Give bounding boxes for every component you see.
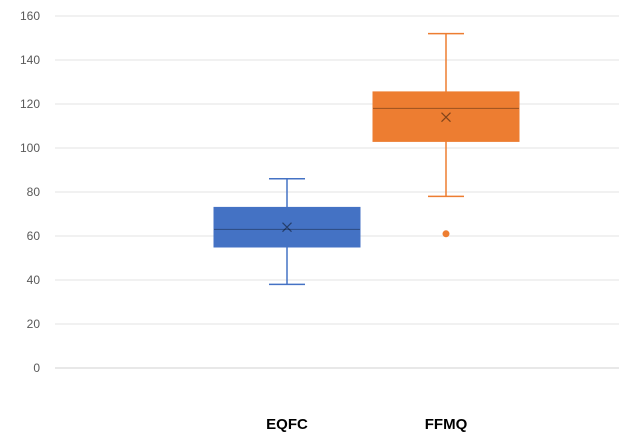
ffmq-category-label: FFMQ — [425, 416, 468, 433]
y-tick-label-80: 80 — [27, 185, 41, 199]
y-tick-label-100: 100 — [20, 141, 40, 155]
y-tick-label-120: 120 — [20, 97, 40, 111]
y-tick-label-60: 60 — [27, 229, 41, 243]
y-tick-label-0: 0 — [33, 361, 40, 375]
y-tick-label-20: 20 — [27, 317, 41, 331]
ffmq-box — [372, 91, 520, 142]
eqfc-category-label: EQFC — [266, 416, 308, 433]
eqfc-mean-marker — [282, 222, 292, 233]
y-tick-label-160: 160 — [20, 9, 40, 23]
y-tick-label-140: 140 — [20, 53, 40, 67]
eqfc-box — [213, 206, 361, 248]
ffmq-outlier-0 — [442, 230, 450, 238]
y-tick-label-40: 40 — [27, 273, 41, 287]
ffmq-mean-marker — [441, 112, 451, 123]
